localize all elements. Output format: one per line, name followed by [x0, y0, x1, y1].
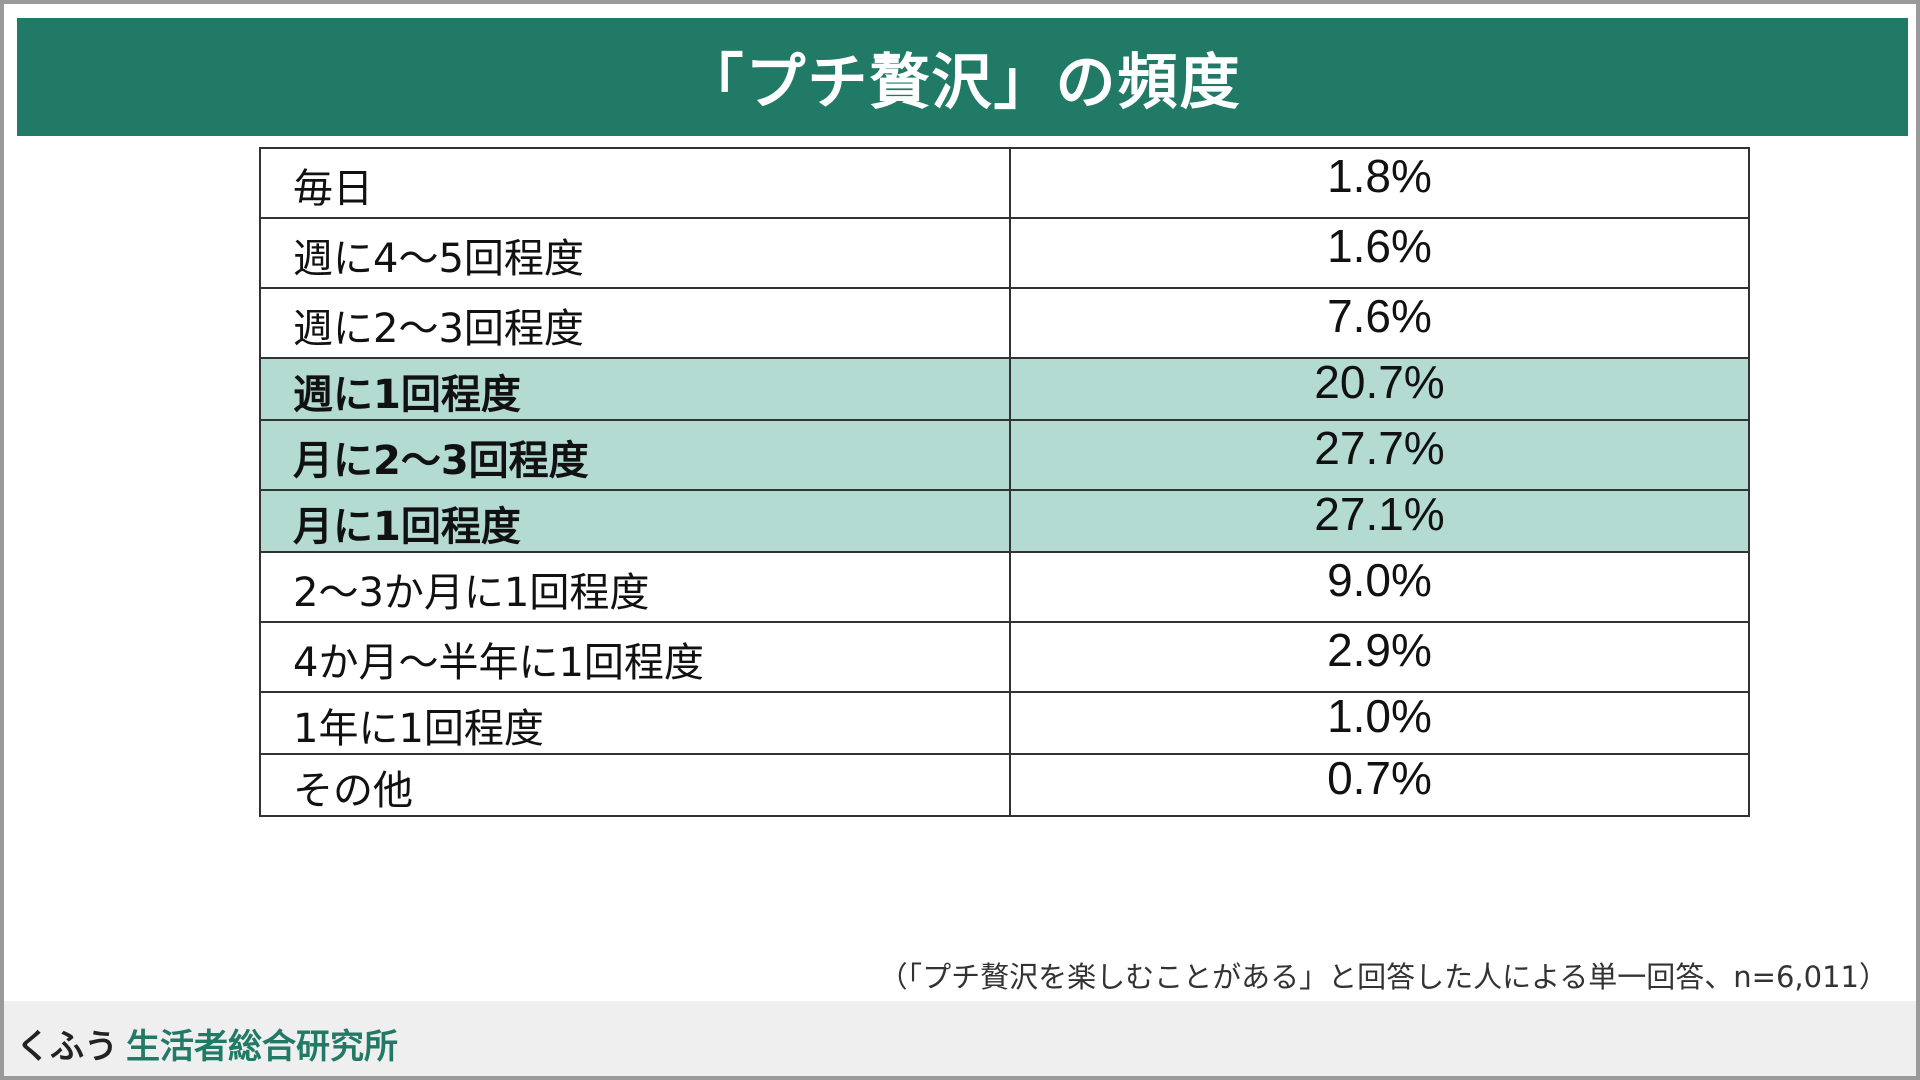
table-row: 週に2～3回程度 7.6% [259, 287, 1750, 359]
footer-bar: くふう 生活者総合研究所 [4, 1001, 1916, 1076]
row-value: 20.7% [1009, 357, 1750, 421]
row-label: 週に4～5回程度 [259, 217, 1011, 289]
table-row: 週に1回程度 20.7% [259, 357, 1750, 421]
row-value: 7.6% [1009, 287, 1750, 359]
row-label: 4か月～半年に1回程度 [259, 621, 1011, 693]
table-row: 毎日 1.8% [259, 147, 1750, 219]
table-body: 毎日 1.8% 週に4～5回程度 1.6% 週に2～3回程度 7.6% 週に1回程度 20.7… [259, 147, 1750, 817]
row-label: その他 [259, 753, 1011, 817]
table-row: 月に1回程度 27.1% [259, 489, 1750, 553]
row-value: 27.1% [1009, 489, 1750, 553]
row-label: 1年に1回程度 [259, 691, 1011, 755]
brand-logo: くふう 生活者総合研究所 [16, 1019, 398, 1068]
row-label: 週に1回程度 [259, 357, 1011, 421]
frequency-table: 毎日 1.8% 週に4～5回程度 1.6% 週に2～3回程度 7.6% 週に1回程度 20.7… [259, 147, 1750, 817]
table-row: 1年に1回程度 1.0% [259, 691, 1750, 755]
row-value: 27.7% [1009, 419, 1750, 491]
footnote: （「プチ贅沢を楽しむことがある」と回答した人による単一回答、n=6,011） [878, 960, 1888, 994]
row-label: 毎日 [259, 147, 1011, 219]
table-row: 2～3か月に1回程度 9.0% [259, 551, 1750, 623]
row-value: 1.0% [1009, 691, 1750, 755]
title-bar: 「プチ贅沢」の頻度 [17, 18, 1908, 136]
brand-name-part1: くふう [16, 1027, 118, 1067]
row-label: 週に2～3回程度 [259, 287, 1011, 359]
table-row: 月に2～3回程度 27.7% [259, 419, 1750, 491]
slide: 「プチ贅沢」の頻度 毎日 1.8% 週に4～5回程度 1.6% 週に2～3回程度 7.6%… [4, 4, 1916, 1076]
row-value: 1.6% [1009, 217, 1750, 289]
page-title: 「プチ贅沢」の頻度 [683, 47, 1242, 118]
brand-name-part2: 生活者総合研究所 [126, 1027, 398, 1067]
table-row: その他 0.7% [259, 753, 1750, 817]
row-label: 月に1回程度 [259, 489, 1011, 553]
table-row: 週に4～5回程度 1.6% [259, 217, 1750, 289]
row-value: 2.9% [1009, 621, 1750, 693]
row-value: 9.0% [1009, 551, 1750, 623]
row-value: 0.7% [1009, 753, 1750, 817]
row-value: 1.8% [1009, 147, 1750, 219]
row-label: 月に2～3回程度 [259, 419, 1011, 491]
table-row: 4か月～半年に1回程度 2.9% [259, 621, 1750, 693]
row-label: 2～3か月に1回程度 [259, 551, 1011, 623]
